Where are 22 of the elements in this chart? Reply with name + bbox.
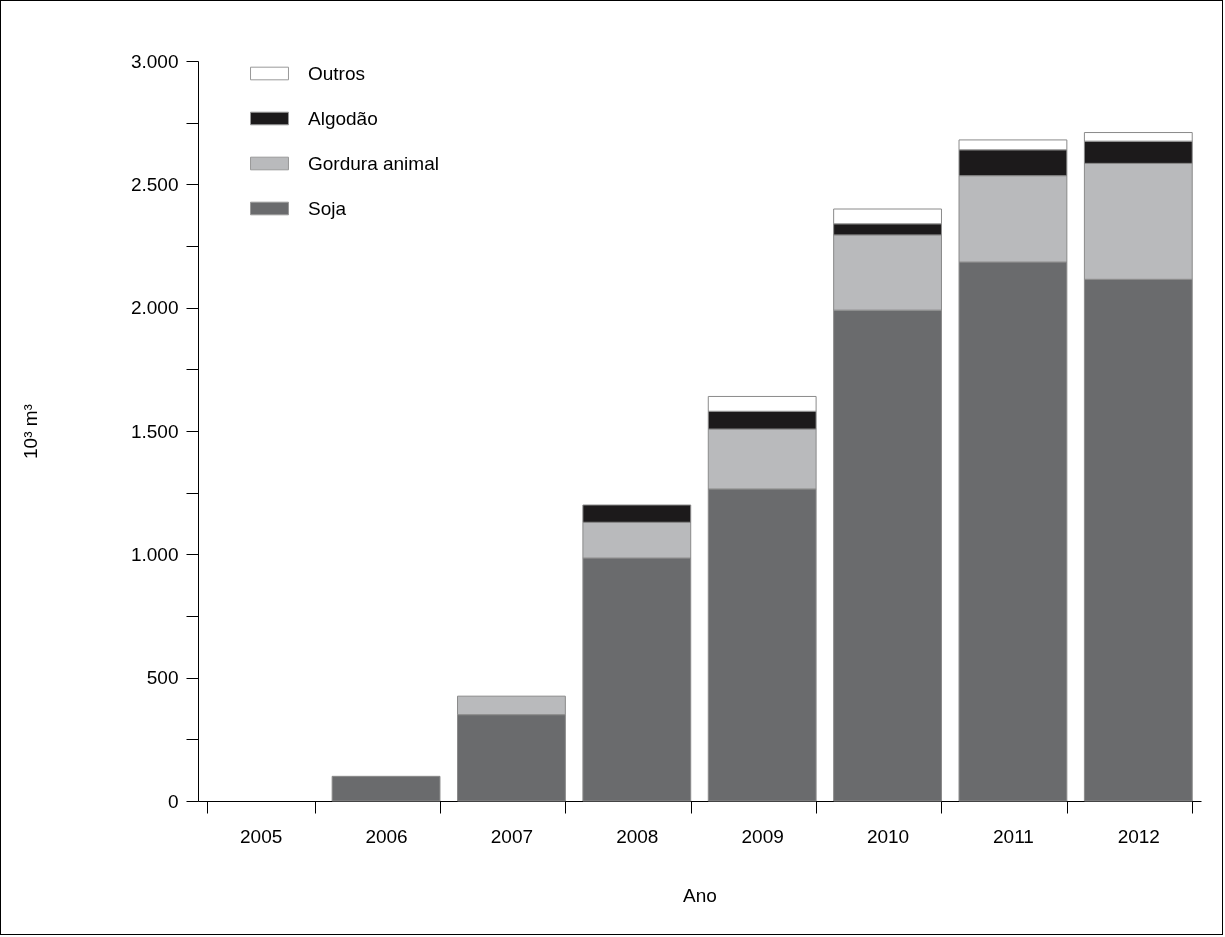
y-tick-label: 3.000 [130,50,179,72]
x-tick-label: 2005 [240,825,283,847]
bar [331,775,441,802]
y-tick-label: 2.000 [130,297,179,319]
legend-label: Outros [308,62,366,84]
y-tick-label: 1.000 [130,543,179,565]
legend-label: Algodão [308,107,378,129]
x-axis-title: Ano [683,884,717,906]
legend-label: Gordura animal [308,152,439,174]
x-tick-label: 2008 [616,825,659,847]
x-tick-label: 2011 [993,825,1034,847]
x-tick-label: 2010 [866,825,910,847]
x-tick-label: 2009 [741,825,784,847]
legend-label: Soja [308,197,347,219]
x-tick-label: 2012 [1117,825,1160,847]
x-tick-label: 2007 [490,825,534,847]
y-axis-title: 10³ m³ [19,404,41,459]
x-tick-label: 2006 [365,825,408,847]
y-tick-label: 500 [146,667,179,689]
y-tick-label: 1.500 [130,420,179,442]
y-tick-label: 0 [167,790,179,812]
y-tick-label: 2.500 [130,173,179,195]
